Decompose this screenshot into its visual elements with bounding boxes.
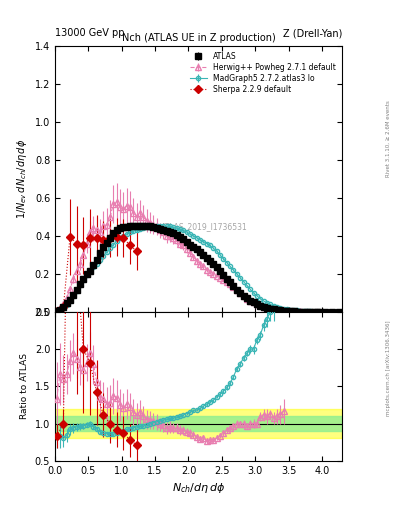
Text: 13000 GeV pp: 13000 GeV pp (55, 28, 125, 38)
Text: Z (Drell-Yan): Z (Drell-Yan) (283, 28, 342, 38)
Text: ATLAS_2019_I1736531: ATLAS_2019_I1736531 (161, 222, 248, 231)
Legend: ATLAS, Herwig++ Powheg 2.7.1 default, MadGraph5 2.7.2.atlas3 lo, Sherpa 2.2.9 de: ATLAS, Herwig++ Powheg 2.7.1 default, Ma… (188, 50, 338, 96)
Y-axis label: Ratio to ATLAS: Ratio to ATLAS (20, 353, 29, 419)
Text: mcplots.cern.ch [arXiv:1306.3436]: mcplots.cern.ch [arXiv:1306.3436] (386, 321, 391, 416)
Y-axis label: $1/N_{ev}\,dN_{ch}/d\eta\,d\phi$: $1/N_{ev}\,dN_{ch}/d\eta\,d\phi$ (15, 139, 29, 219)
X-axis label: $N_{ch}/d\eta\,d\phi$: $N_{ch}/d\eta\,d\phi$ (172, 481, 225, 495)
Text: Rivet 3.1.10, ≥ 2.6M events: Rivet 3.1.10, ≥ 2.6M events (386, 100, 391, 177)
Title: Nch (ATLAS UE in Z production): Nch (ATLAS UE in Z production) (121, 33, 275, 42)
